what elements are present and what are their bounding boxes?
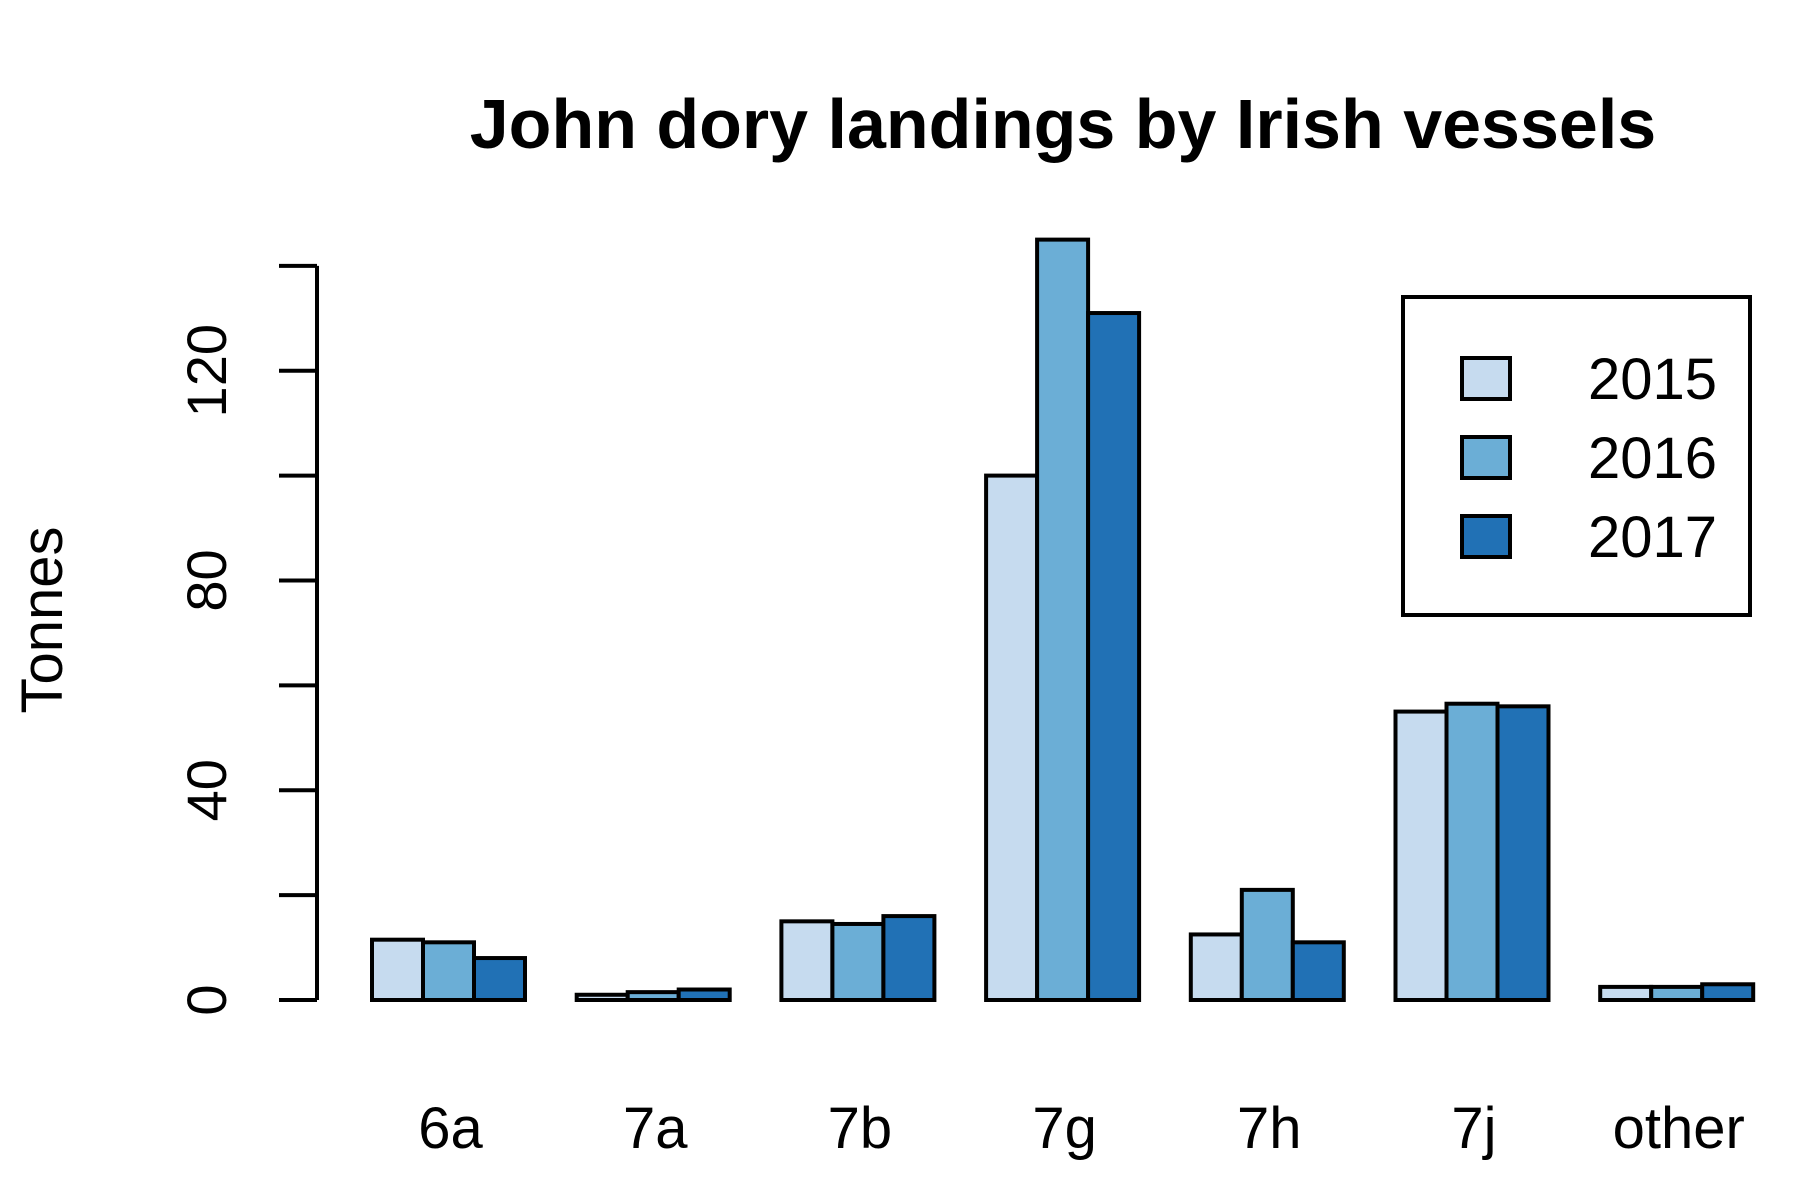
legend-label: 2016 (1588, 426, 1717, 491)
x-tick-label: 7h (1237, 1096, 1302, 1161)
bar-7b-2015 (779, 919, 835, 1003)
bar-other-2017 (1700, 982, 1756, 1003)
y-axis-label: Tonnes (10, 526, 75, 713)
bar-7h-2017 (1290, 940, 1346, 1002)
bar-6a-2016 (421, 940, 476, 1002)
y-tick-label: 80 (175, 549, 238, 611)
x-tick-label: other (1613, 1096, 1745, 1161)
bar-7g-2016 (1035, 237, 1091, 1002)
bar-other-2015 (1598, 984, 1654, 1003)
legend-swatch-2017 (1460, 514, 1512, 559)
y-tick-label: 120 (175, 324, 238, 417)
chart-title: John dory landings by Irish vessels (470, 85, 1656, 163)
bar-6a-2017 (472, 956, 527, 1002)
legend-label: 2015 (1588, 347, 1717, 412)
legend-swatch-2015 (1460, 356, 1512, 401)
bar-7b-2017 (881, 914, 937, 1003)
bar-7j-2015 (1393, 709, 1449, 1003)
x-axis-labels: 6a 7a 7b 7g 7h 7j other (418, 1096, 1745, 1161)
bar-other-2016 (1649, 984, 1705, 1003)
bar-6a-2015 (370, 937, 425, 1002)
x-tick-label: 6a (418, 1096, 483, 1161)
bar-7j-2016 (1444, 701, 1500, 1002)
x-tick-label: 7a (623, 1096, 688, 1161)
bar-7a-2017 (676, 987, 732, 1003)
bar-group (370, 237, 1756, 1003)
bar-7h-2016 (1239, 887, 1295, 1002)
legend-swatch-2016 (1460, 435, 1512, 480)
y-tick-label: 0 (175, 984, 238, 1015)
bar-7j-2017 (1495, 704, 1551, 1002)
bar-7a-2016 (625, 990, 681, 1002)
bar-7h-2015 (1188, 932, 1244, 1003)
legend-label: 2017 (1588, 505, 1717, 570)
bar-7g-2017 (1086, 311, 1142, 1002)
legend: 2015 2016 2017 (1401, 295, 1752, 617)
x-tick-label: 7g (1032, 1096, 1097, 1161)
y-axis: 0 40 80 120 (175, 263, 319, 1016)
bar-7b-2016 (830, 921, 886, 1002)
y-tick-label: 40 (175, 759, 238, 821)
legend-box (1401, 295, 1752, 617)
bar-7g-2015 (984, 473, 1040, 1003)
x-tick-label: 7j (1451, 1096, 1496, 1161)
x-tick-label: 7b (828, 1096, 893, 1161)
bar-7a-2015 (574, 992, 630, 1002)
